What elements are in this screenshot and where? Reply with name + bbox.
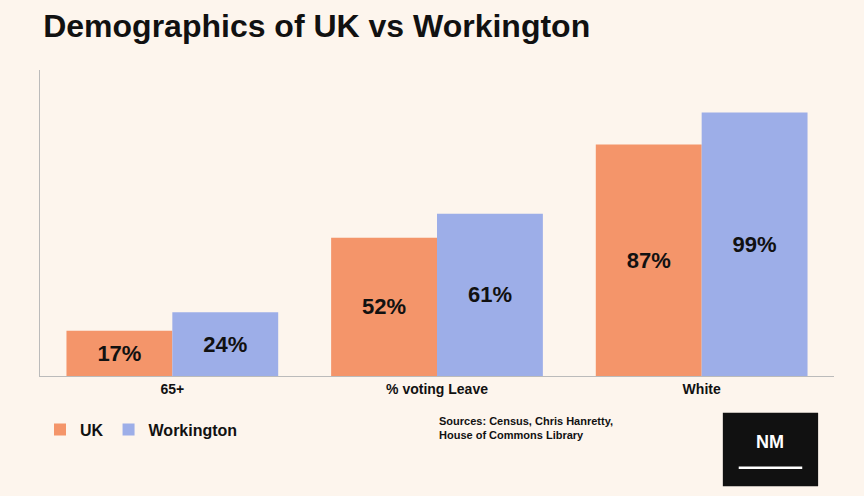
- svg-text:Workington: Workington: [149, 422, 238, 439]
- svg-text:61%: 61%: [468, 282, 512, 307]
- svg-text:Demographics of UK vs Workingt: Demographics of UK vs Workington: [43, 8, 590, 44]
- svg-text:99%: 99%: [733, 232, 777, 257]
- svg-text:52%: 52%: [362, 294, 406, 319]
- svg-text:87%: 87%: [627, 248, 671, 273]
- svg-text:Sources: Census, Chris Hanrett: Sources: Census, Chris Hanretty,House of…: [439, 415, 613, 441]
- svg-text:24%: 24%: [203, 332, 247, 357]
- svg-text:NM: NM: [756, 432, 784, 452]
- svg-text:UK: UK: [80, 422, 104, 439]
- svg-text:White: White: [683, 381, 721, 397]
- svg-text:17%: 17%: [97, 341, 141, 366]
- svg-text:65+: 65+: [160, 381, 184, 397]
- svg-text:% voting Leave: % voting Leave: [386, 381, 488, 397]
